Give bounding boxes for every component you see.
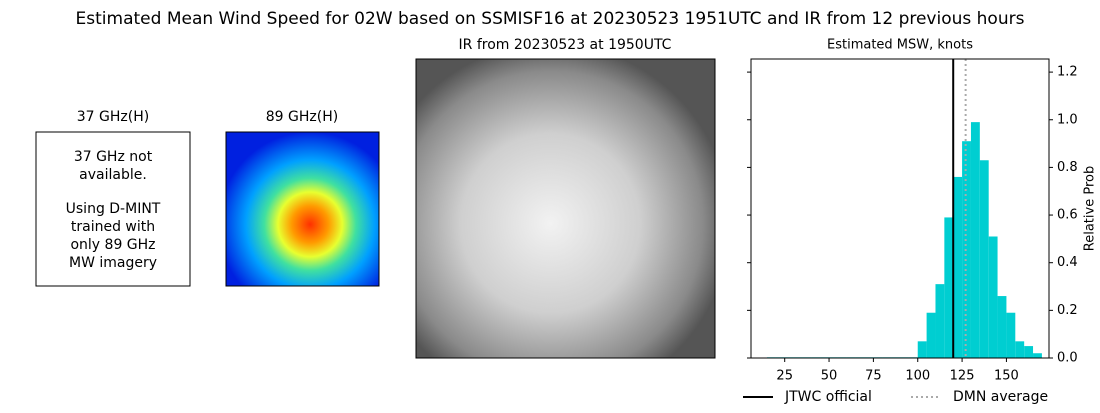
legend-label: DMN average	[953, 389, 1048, 405]
note-line: MW imagery	[69, 255, 157, 271]
bar	[935, 284, 945, 358]
panel-label: 37 GHz(H)	[77, 109, 149, 125]
ir-image	[415, 58, 716, 359]
bar	[979, 160, 989, 358]
y-tick-label: 0.6	[1057, 208, 1078, 223]
y-tick-label: 0.4	[1057, 255, 1078, 270]
note-line: only 89 GHz	[70, 237, 155, 253]
bar	[944, 217, 954, 358]
x-tick-label: 25	[776, 369, 793, 384]
legend-label: JTWC official	[784, 389, 872, 405]
panel-label: 89 GHz(H)	[266, 109, 338, 125]
bar	[953, 176, 963, 358]
y-tick-label: 1.2	[1057, 65, 1078, 80]
bar	[997, 296, 1007, 358]
x-tick-label: 125	[950, 369, 975, 384]
microwave-image	[225, 131, 380, 287]
bar	[1006, 312, 1016, 358]
bar	[970, 122, 980, 358]
message-line: 37 GHz not	[74, 149, 153, 165]
panel-frame	[35, 131, 191, 287]
bar	[1024, 346, 1034, 358]
x-tick-label: 150	[994, 369, 1019, 384]
note-line: Using D-MINT	[66, 201, 161, 217]
plot-frame	[750, 58, 1050, 359]
y-tick-label: 1.0	[1057, 112, 1078, 127]
bar	[988, 236, 998, 358]
y-axis-label: Relative Prob	[1083, 166, 1098, 251]
note-line: trained with	[71, 219, 155, 235]
message-line: available.	[79, 167, 147, 183]
panel-label: IR from 20230523 at 1950UTC	[459, 37, 672, 53]
bar	[1033, 353, 1042, 358]
y-tick-label: 0.8	[1057, 160, 1078, 175]
y-tick-label: 0.0	[1057, 351, 1078, 366]
figure-title: Estimated Mean Wind Speed for 02W based …	[76, 9, 1025, 29]
bar	[1015, 341, 1025, 358]
x-tick-label: 75	[865, 369, 882, 384]
y-tick-label: 0.2	[1057, 303, 1078, 318]
bar	[926, 312, 936, 358]
bar	[917, 341, 927, 358]
x-tick-label: 100	[905, 369, 930, 384]
axis-title: Estimated MSW, knots	[827, 38, 973, 53]
x-tick-label: 50	[821, 369, 838, 384]
